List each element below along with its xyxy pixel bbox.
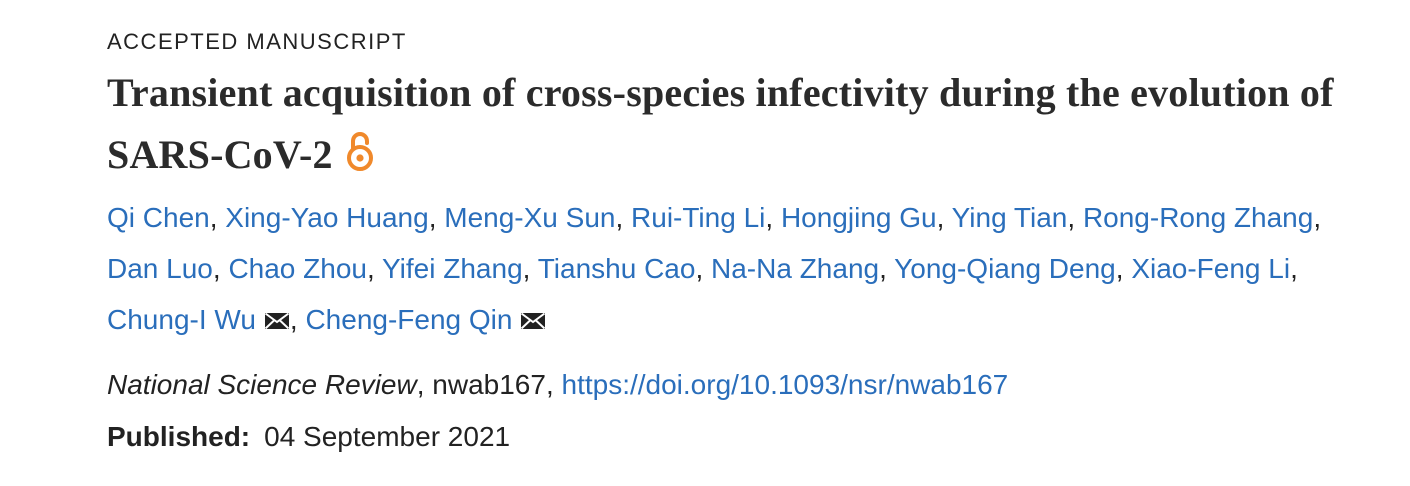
journal-name: National Science Review [107, 369, 417, 400]
author-separator: , [209, 202, 226, 233]
author-separator: , [615, 202, 632, 233]
author-link[interactable]: Chung-I Wu [107, 304, 256, 335]
author-separator: , [522, 253, 538, 284]
article-title-text: Transient acquisition of cross-species i… [107, 70, 1334, 177]
author-link[interactable]: Chao Zhou [228, 253, 367, 284]
author-separator: , [428, 202, 445, 233]
author-separator: , [1290, 253, 1298, 284]
author-link[interactable]: Yong-Qiang Deng [894, 253, 1116, 284]
author-link[interactable]: Yifei Zhang [382, 253, 523, 284]
article-title: Transient acquisition of cross-species i… [107, 62, 1387, 186]
author-list: Qi Chen, Xing-Yao Huang, Meng-Xu Sun, Ru… [107, 192, 1367, 345]
published-label: Published: [107, 421, 251, 452]
citation-separator: , [416, 369, 433, 400]
author-separator: , [212, 253, 229, 284]
published-date: 04 September 2021 [264, 421, 511, 452]
author-link[interactable]: Tianshu Cao [537, 253, 696, 284]
article-header: ACCEPTED MANUSCRIPT Transient acquisitio… [107, 28, 1387, 457]
article-id: nwab167 [432, 369, 546, 400]
author-link[interactable]: Rui-Ting Li [631, 202, 766, 233]
author-link[interactable]: Cheng-Feng Qin [305, 304, 513, 335]
author-link[interactable]: Qi Chen [107, 202, 210, 233]
author-link[interactable]: Dan Luo [107, 253, 213, 284]
author-link[interactable]: Xiao-Feng Li [1131, 253, 1291, 284]
author-separator: , [936, 202, 952, 233]
author-link[interactable]: Rong-Rong Zhang [1082, 202, 1314, 233]
author-link[interactable]: Xing-Yao Huang [225, 202, 429, 233]
author-separator: , [695, 253, 711, 284]
author-link[interactable]: Meng-Xu Sun [444, 202, 616, 233]
citation-separator: , [545, 369, 562, 400]
author-link[interactable]: Hongjing Gu [780, 202, 937, 233]
author-separator: , [366, 253, 383, 284]
author-separator: , [289, 304, 306, 335]
doi-link[interactable]: https://doi.org/10.1093/nsr/nwab167 [561, 369, 1009, 400]
author-link[interactable]: Na-Na Zhang [711, 253, 880, 284]
manuscript-status-label: ACCEPTED MANUSCRIPT [107, 29, 407, 54]
published-line: Published: 04 September 2021 [107, 417, 1387, 457]
author-separator: , [1313, 202, 1322, 233]
citation-line: National Science Review, nwab167, https:… [107, 365, 1387, 405]
envelope-icon[interactable] [520, 295, 546, 330]
author-link[interactable]: Ying Tian [951, 202, 1068, 233]
author-separator: , [1115, 253, 1132, 284]
author-separator: , [765, 202, 781, 233]
envelope-icon[interactable] [264, 295, 290, 330]
open-access-lock-icon [345, 128, 375, 171]
author-separator: , [1067, 202, 1083, 233]
author-separator: , [879, 253, 895, 284]
